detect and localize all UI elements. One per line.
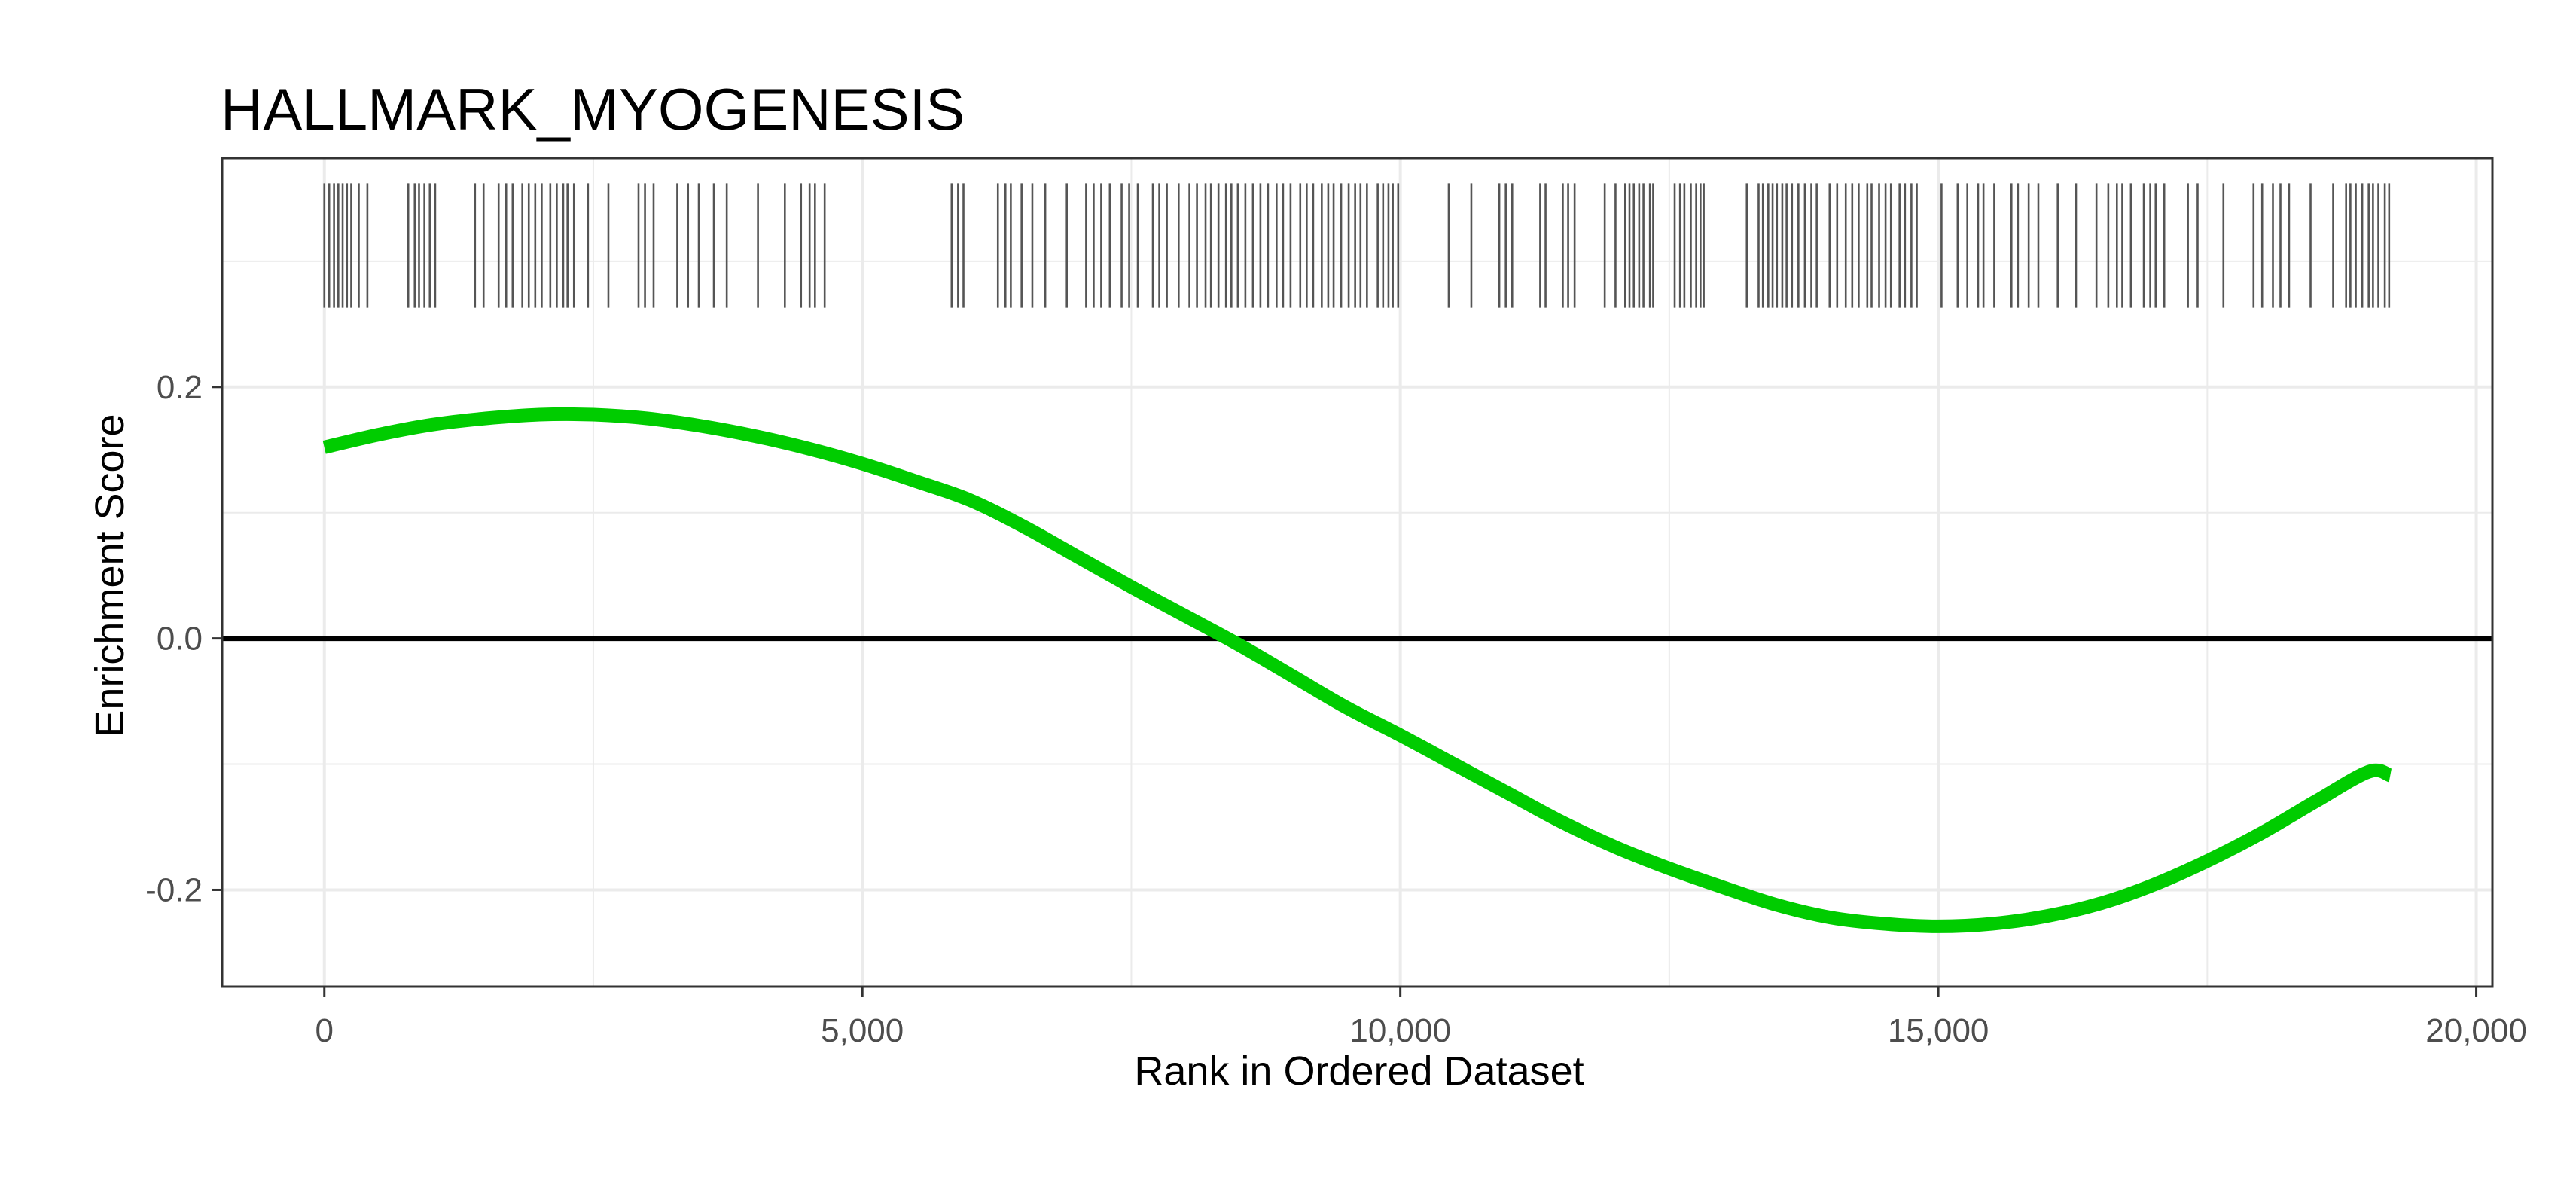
chart-title: HALLMARK_MYOGENESIS <box>221 76 965 142</box>
axes: 0 5,000 10,000 15,000 20,000 -0.2 0.0 0.2 <box>145 369 2527 1049</box>
x-tick-label: 15,000 <box>1888 1012 1989 1049</box>
x-tick-label: 0 <box>316 1012 334 1049</box>
x-tick-label: 20,000 <box>2425 1012 2527 1049</box>
x-axis-label: Rank in Ordered Dataset <box>1134 1048 1584 1094</box>
y-tick-label: 0.0 <box>157 621 203 658</box>
y-axis-label: Enrichment Score <box>87 414 133 737</box>
y-tick-label: 0.2 <box>157 369 203 406</box>
x-tick-label: 5,000 <box>821 1012 904 1049</box>
gene-hit-ticks <box>323 183 2391 308</box>
x-tick-label: 10,000 <box>1349 1012 1451 1049</box>
enrichment-score-curve <box>322 407 2393 933</box>
y-tick-label: -0.2 <box>145 871 203 908</box>
panel-border <box>221 157 2494 988</box>
